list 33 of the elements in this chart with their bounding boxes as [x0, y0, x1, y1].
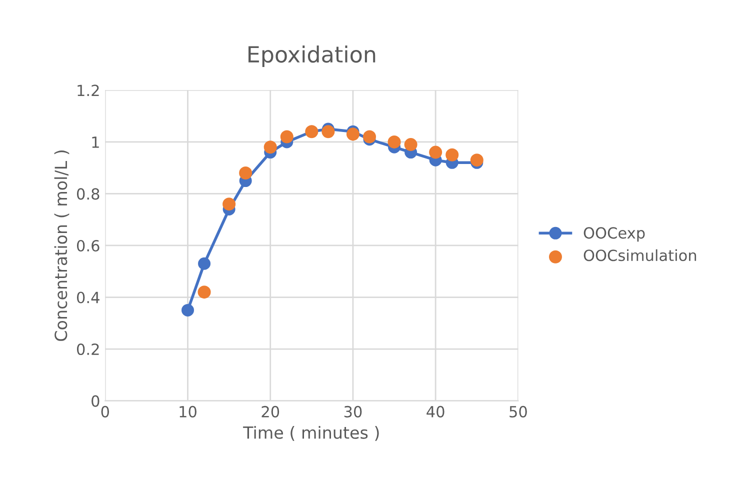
- x-axis-title: Time ( minutes ): [243, 426, 379, 441]
- point: [404, 138, 418, 152]
- point: [264, 140, 277, 154]
- point: [222, 198, 236, 211]
- x-tick-label: 20: [262, 406, 280, 418]
- point: [182, 304, 194, 316]
- chart-title: Epoxidation: [248, 46, 376, 68]
- point: [198, 286, 211, 299]
- point: [446, 148, 459, 162]
- legend-label: OOCsimulation: [584, 249, 696, 262]
- y-axis-title: Concentration ( mol/L ): [54, 150, 70, 341]
- x-tick-label: 10: [180, 406, 196, 418]
- y-tick-label: 1.2: [78, 84, 99, 96]
- legend-label: OOCexp: [584, 227, 645, 242]
- point: [239, 166, 252, 180]
- x-tick-label: 0: [101, 406, 109, 418]
- point: [362, 130, 376, 144]
- y-tick-label: 0: [92, 395, 100, 407]
- x-tick-label: 40: [426, 406, 444, 418]
- point: [470, 154, 484, 167]
- y-tick-label: 0.6: [76, 240, 100, 252]
- point: [280, 130, 294, 144]
- point: [346, 128, 360, 141]
- x-tick-label: 30: [344, 406, 362, 418]
- x-tick-label: 50: [510, 406, 527, 418]
- y-tick-label: 1: [92, 136, 99, 148]
- y-tick-label: 0.4: [76, 292, 100, 304]
- point: [388, 135, 401, 148]
- point: [322, 125, 335, 138]
- y-tick-label: 0.8: [76, 188, 100, 200]
- y-tick-label: 0.2: [76, 343, 99, 356]
- point: [429, 146, 442, 159]
- point: [198, 257, 211, 270]
